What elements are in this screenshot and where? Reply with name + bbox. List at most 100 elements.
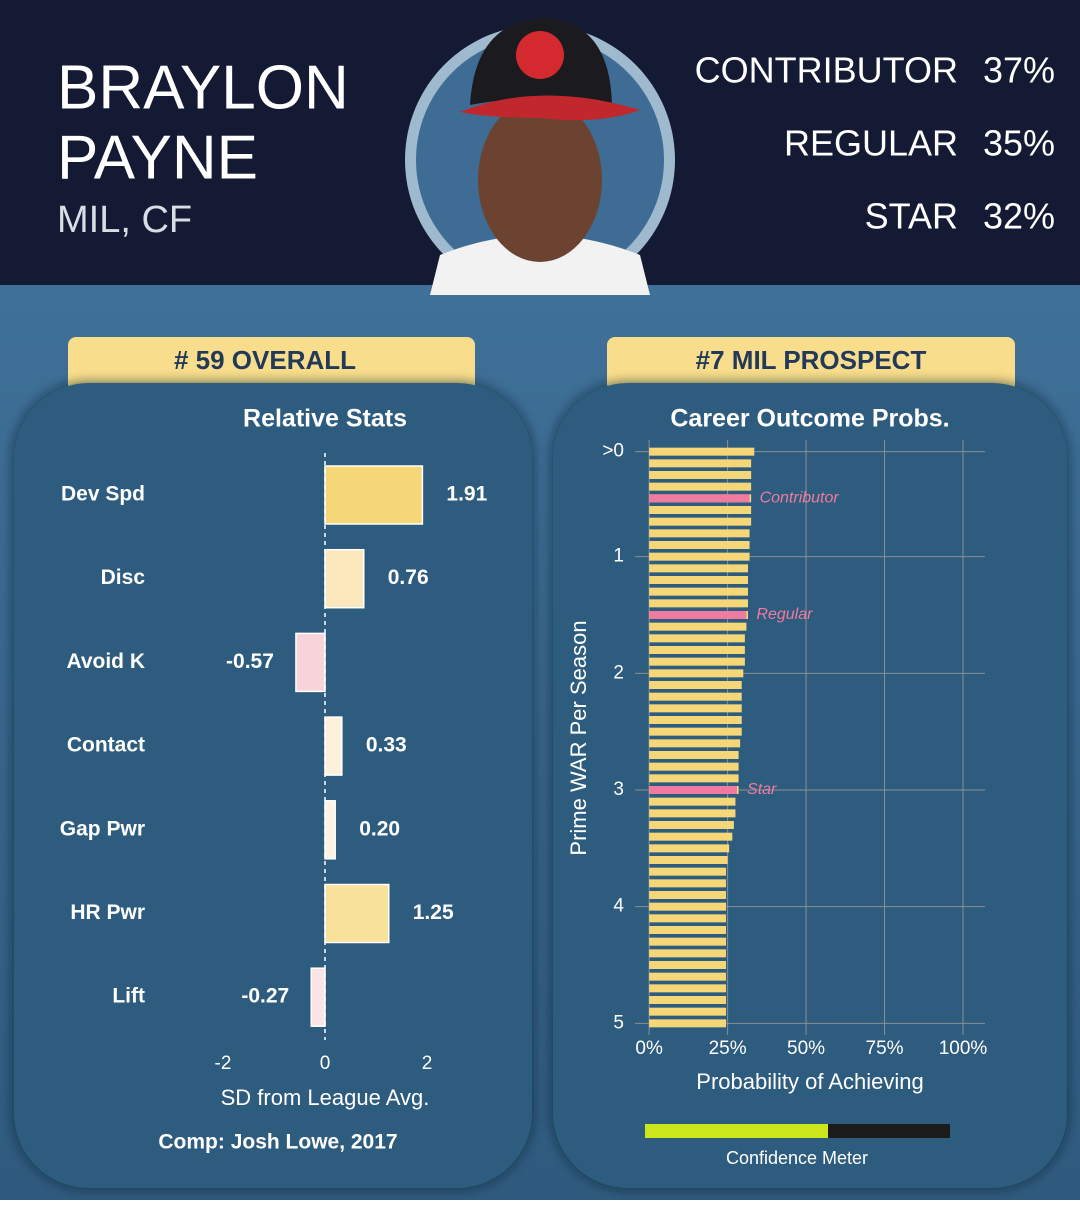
bar — [310, 967, 326, 1027]
outcome-label: REGULAR — [784, 123, 958, 164]
bar — [649, 727, 742, 736]
bar — [649, 459, 752, 468]
bar — [295, 632, 326, 693]
marker-label: Regular — [756, 606, 813, 623]
bar — [649, 797, 736, 806]
value-label: 1.25 — [413, 901, 454, 924]
bar — [649, 541, 750, 549]
y-axis-label: Prime WAR Per Season — [566, 620, 591, 855]
category-label: Lift — [112, 985, 145, 1008]
bar — [649, 809, 736, 818]
badge-text: #7 MIL PROSPECT — [696, 345, 927, 375]
face — [478, 98, 602, 262]
bar — [649, 681, 742, 689]
bar — [649, 692, 742, 701]
category-label: Disc — [101, 566, 146, 589]
bar — [649, 1019, 727, 1028]
value-label: -0.27 — [241, 985, 289, 1008]
x-tick-label: -2 — [215, 1053, 232, 1074]
bar — [649, 599, 749, 608]
category-label: HR Pwr — [70, 901, 145, 924]
marker-bar — [649, 494, 750, 503]
y-tick-label: 1 — [613, 546, 624, 567]
bar — [649, 669, 744, 678]
value-label: -0.57 — [226, 650, 274, 673]
x-tick-label: 100% — [939, 1038, 988, 1059]
badge — [68, 337, 475, 392]
bar — [649, 552, 750, 561]
y-tick-label: 2 — [613, 662, 624, 683]
bar — [649, 704, 742, 713]
y-tick-label: 4 — [613, 896, 624, 917]
x-tick-label: 75% — [866, 1038, 904, 1059]
bar — [649, 844, 730, 853]
value-label: 1.91 — [446, 483, 487, 506]
bar — [649, 529, 750, 538]
x-tick-label: 0 — [320, 1053, 331, 1074]
last-name: PAYNE — [57, 123, 258, 192]
outcome-label: CONTRIBUTOR — [695, 50, 958, 91]
marker-label: Star — [747, 781, 777, 798]
x-axis-label: Probability of Achieving — [696, 1069, 923, 1094]
bar — [649, 762, 739, 771]
jersey — [430, 235, 650, 295]
badge — [607, 337, 1015, 392]
bar — [649, 517, 752, 526]
outcome-label: STAR — [865, 196, 958, 237]
y-tick-label: 5 — [613, 1012, 624, 1033]
bar — [649, 867, 727, 876]
category-label: Gap Pwr — [60, 817, 145, 840]
chart-title: Relative Stats — [243, 405, 407, 433]
bar — [649, 622, 747, 631]
bar — [324, 883, 390, 944]
panel — [14, 383, 532, 1188]
bar — [649, 1007, 727, 1016]
bar — [649, 879, 727, 888]
first-name: BRAYLON — [57, 53, 349, 122]
comp: Comp: Josh Lowe, 2017 — [158, 1131, 397, 1154]
y-tick-label: 3 — [613, 779, 624, 800]
category-label: Avoid K — [66, 650, 145, 673]
x-tick-label: 2 — [422, 1053, 433, 1074]
marker-bar — [649, 611, 747, 619]
bar — [649, 832, 733, 841]
badge-text: # 59 OVERALL — [174, 345, 356, 375]
bar — [649, 949, 727, 958]
value-label: 0.33 — [366, 734, 407, 757]
chart-title: Career Outcome Probs. — [670, 405, 949, 433]
team-position: MIL, CF — [57, 199, 192, 241]
bar — [649, 716, 742, 724]
category-label: Contact — [67, 734, 145, 757]
bar — [649, 447, 755, 456]
bar — [324, 716, 343, 776]
bar — [649, 856, 728, 864]
bar — [649, 996, 727, 1004]
bar — [649, 972, 727, 981]
bar — [649, 587, 749, 596]
value-label: 0.76 — [388, 566, 429, 589]
bar — [649, 902, 727, 911]
bar — [649, 739, 741, 748]
bar — [649, 821, 734, 829]
bar — [649, 646, 745, 654]
confidence-fill — [645, 1124, 828, 1138]
bar — [649, 471, 752, 479]
bar — [649, 751, 739, 759]
bar — [649, 564, 749, 573]
y-tick-label: >0 — [602, 441, 624, 462]
bar — [649, 634, 745, 643]
confidence-label: Confidence Meter — [726, 1148, 868, 1168]
bar — [649, 961, 727, 969]
cap-logo — [516, 31, 564, 79]
category-label: Dev Spd — [61, 483, 145, 506]
bar — [649, 984, 727, 993]
value-label: 0.20 — [359, 817, 400, 840]
x-tick-label: 0% — [635, 1038, 663, 1059]
bar — [649, 774, 739, 783]
x-axis-label: SD from League Avg. — [221, 1085, 430, 1110]
bar — [649, 482, 752, 491]
x-tick-label: 50% — [787, 1038, 825, 1059]
bar — [649, 914, 727, 923]
